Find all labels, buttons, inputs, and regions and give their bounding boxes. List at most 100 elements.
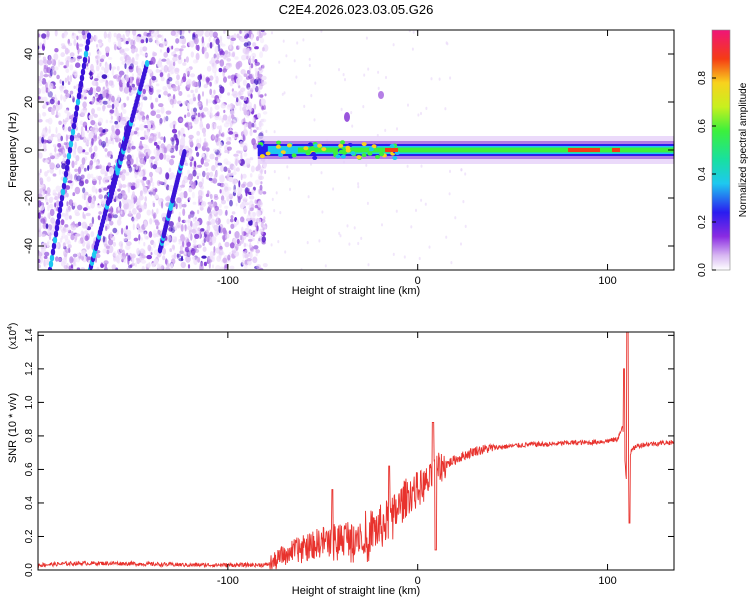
noise-speckle xyxy=(259,51,264,58)
noise-speckle xyxy=(156,149,161,157)
noise-speckle xyxy=(172,56,178,62)
noise-speckle xyxy=(182,62,187,66)
noise-speckle xyxy=(228,176,234,183)
noise-speckle xyxy=(184,219,189,223)
noise-speckle xyxy=(106,104,112,109)
noise-speckle xyxy=(128,166,133,173)
noise-speckle xyxy=(66,75,70,82)
noise-speckle xyxy=(38,176,41,181)
noise-speckle xyxy=(132,208,137,215)
noise-speckle xyxy=(61,32,65,39)
spectral-blob xyxy=(378,91,384,99)
noise-speckle xyxy=(231,114,235,119)
noise-speckle xyxy=(216,53,220,60)
noise-speckle xyxy=(158,181,164,185)
noise-speckle xyxy=(229,110,236,115)
noise-speckle xyxy=(171,244,175,250)
noise-speckle xyxy=(54,30,58,37)
noise-speckle xyxy=(243,95,247,101)
noise-speckle xyxy=(258,83,263,90)
noise-speckle xyxy=(122,249,125,258)
noise-speckle xyxy=(250,46,253,53)
noise-speckle xyxy=(221,102,225,106)
noise-speckle xyxy=(175,80,180,85)
noise-speckle xyxy=(255,249,261,254)
noise-speckle xyxy=(155,232,160,238)
noise-speckle xyxy=(126,67,129,74)
noise-speckle xyxy=(99,164,102,169)
noise-speckle xyxy=(206,123,210,130)
spectrogram-y-tick-label: 0 xyxy=(23,147,35,153)
noise-speckle xyxy=(106,176,112,180)
noise-speckle xyxy=(106,249,110,255)
noise-speckle xyxy=(123,193,128,200)
noise-speckle xyxy=(187,169,190,175)
snr-y-tick-label: 0.2 xyxy=(24,529,35,543)
noise-speckle xyxy=(85,137,91,142)
noise-speckle xyxy=(125,171,130,176)
noise-speckle xyxy=(164,183,167,187)
noise-speckle xyxy=(84,230,88,235)
noise-speckle xyxy=(246,47,250,53)
noise-speckle xyxy=(186,176,192,181)
noise-speckle xyxy=(256,209,261,217)
noise-speckle xyxy=(56,132,62,140)
noise-speckle xyxy=(137,68,142,76)
noise-speckle xyxy=(142,53,148,57)
noise-speckle xyxy=(197,112,201,118)
noise-speckle xyxy=(181,255,183,261)
noise-speckle xyxy=(78,43,84,47)
noise-speckle xyxy=(38,258,41,264)
noise-speckle xyxy=(194,220,200,227)
noise-speckle xyxy=(91,80,98,86)
streak-mark xyxy=(57,206,63,214)
noise-speckle xyxy=(38,96,41,100)
spectrogram-y-tick-label: 40 xyxy=(23,48,35,60)
noise-speckle xyxy=(252,220,256,228)
noise-speckle xyxy=(173,50,177,55)
spectrogram-ticks: -100 0 100 -40 -20 0 20 40 xyxy=(23,30,674,287)
noise-speckle xyxy=(166,195,171,201)
streak-mark xyxy=(86,32,92,40)
noise-speckle xyxy=(196,151,200,157)
noise-speckle xyxy=(206,80,210,85)
noise-speckle xyxy=(211,236,217,242)
noise-speckle xyxy=(146,254,152,260)
noise-speckle xyxy=(282,39,285,43)
noise-speckle xyxy=(392,252,395,256)
noise-speckle xyxy=(261,47,265,52)
noise-speckle xyxy=(65,117,69,123)
noise-speckle xyxy=(213,174,217,179)
noise-speckle xyxy=(152,202,156,208)
snr-line xyxy=(38,332,674,570)
noise-speckle xyxy=(57,143,62,148)
noise-speckle xyxy=(233,237,238,242)
noise-speckle xyxy=(229,265,235,270)
noise-speckle xyxy=(248,195,255,200)
noise-speckle xyxy=(140,153,146,158)
noise-speckle xyxy=(219,125,222,133)
noise-speckle xyxy=(189,152,192,160)
noise-speckle xyxy=(105,82,109,89)
streak-mark xyxy=(60,188,66,196)
noise-speckle xyxy=(225,161,232,166)
spectrogram-y-tick-label: -40 xyxy=(23,238,35,254)
noise-speckle xyxy=(242,142,248,151)
noise-speckle xyxy=(46,187,51,195)
noise-speckle xyxy=(92,90,97,94)
noise-speckle xyxy=(227,167,231,172)
noise-speckle xyxy=(171,128,178,134)
noise-speckle xyxy=(308,57,311,61)
noise-speckle xyxy=(148,262,151,269)
streak-mark xyxy=(66,152,72,160)
noise-speckle xyxy=(262,191,267,195)
noise-speckle xyxy=(220,164,224,173)
noise-speckle xyxy=(43,64,47,70)
noise-speckle xyxy=(214,46,219,53)
noise-speckle xyxy=(82,136,87,143)
carrier-wobble xyxy=(350,151,356,156)
noise-speckle xyxy=(169,60,174,65)
noise-speckle xyxy=(186,225,193,231)
noise-speckle xyxy=(365,36,368,40)
